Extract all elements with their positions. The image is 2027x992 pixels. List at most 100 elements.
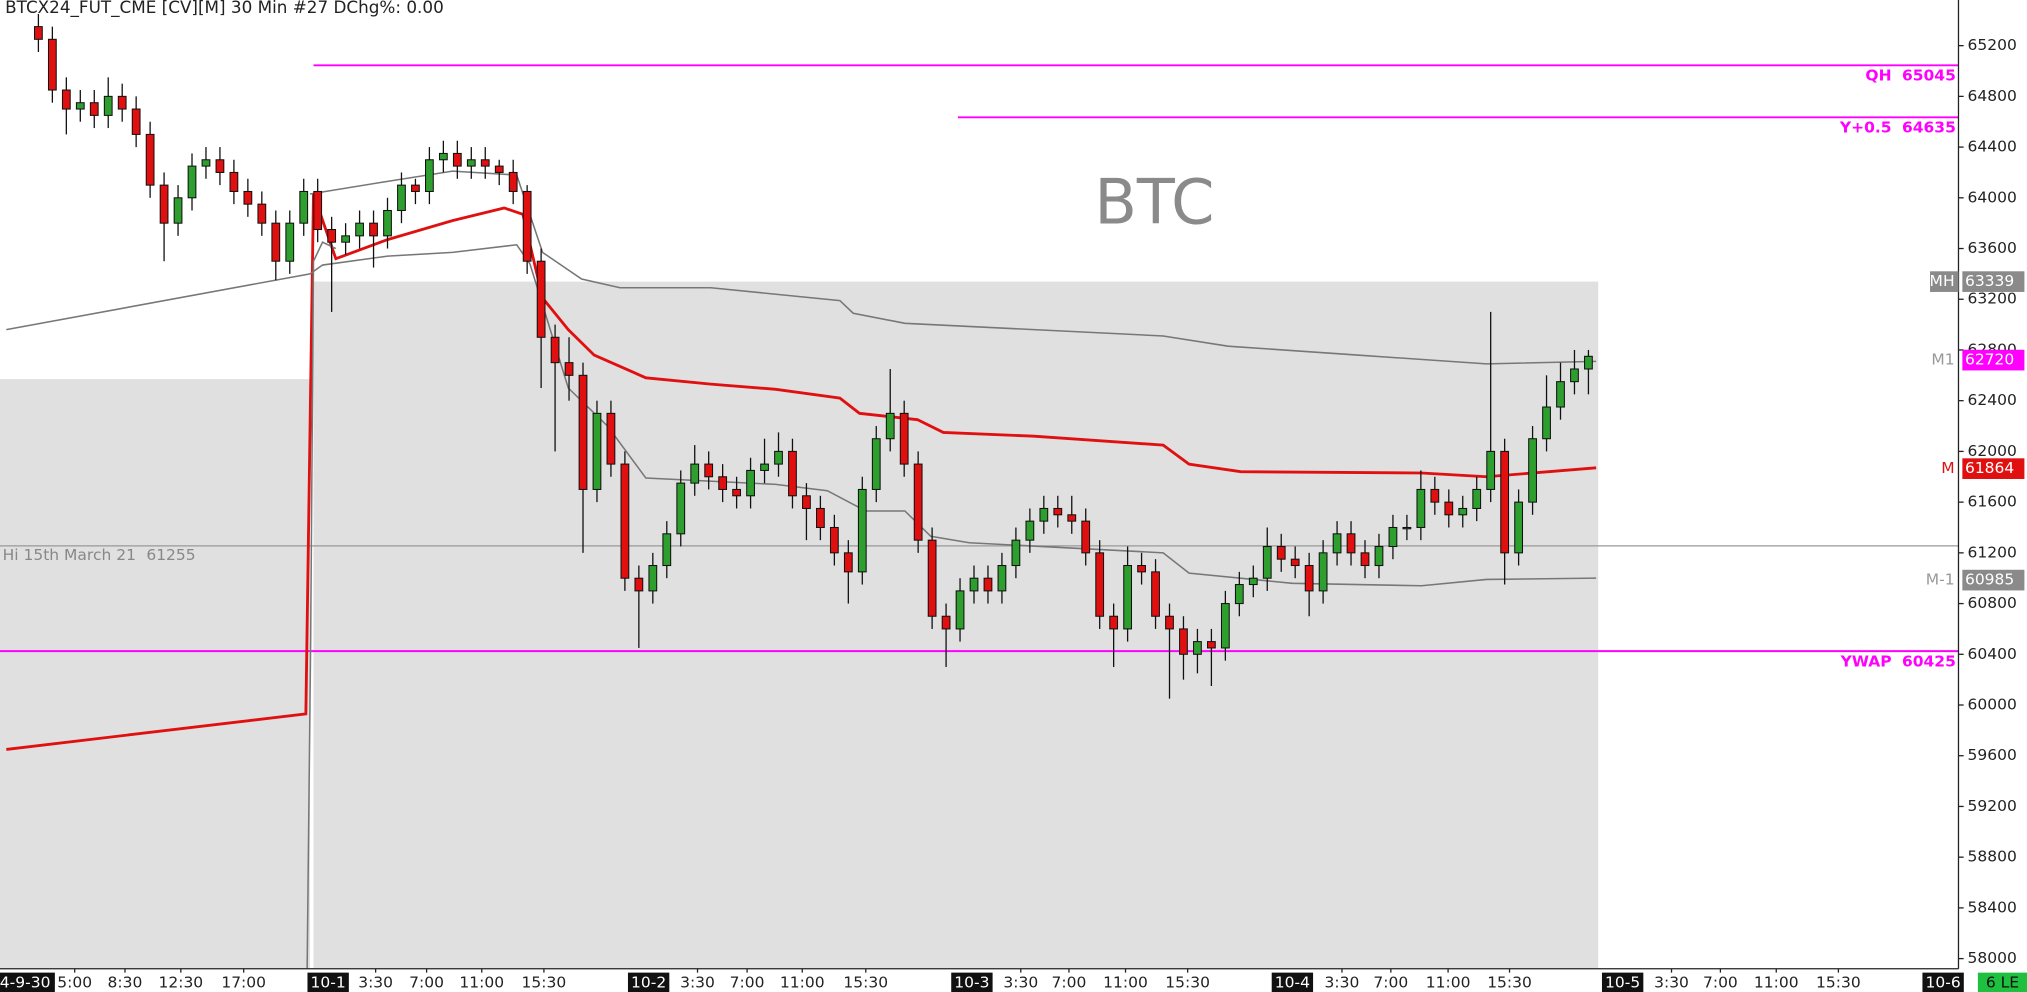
x-tick-label: 15:30 — [522, 973, 567, 991]
chart-title: BTCX24_FUT_CME [CV][M] 30 Min #27 DChg%:… — [5, 0, 444, 18]
x-tick-label: 12:30 — [158, 973, 203, 991]
y-tick-label: 58000 — [1968, 949, 2017, 967]
candle-body — [550, 336, 560, 364]
candle-body — [788, 450, 797, 497]
candle-body — [648, 565, 658, 592]
y-tick-label: 59200 — [1968, 797, 2017, 815]
candle-body — [1220, 603, 1230, 649]
candle-body — [438, 152, 448, 161]
candle-body — [1067, 514, 1077, 522]
x-tick-label: 15:30 — [1165, 973, 1210, 991]
x-tick-label: 3:30 — [680, 973, 715, 991]
indicator-line — [6, 243, 1597, 587]
watermark: BTC — [1094, 166, 1214, 239]
axis-marker-box — [1962, 458, 2025, 479]
candle-body — [1207, 641, 1216, 649]
candle-body — [1081, 520, 1091, 554]
candle-body — [606, 412, 616, 465]
candle-body — [215, 159, 225, 173]
y-tick-label: 65200 — [1968, 36, 2017, 54]
candle-body — [341, 235, 351, 243]
candle-body — [61, 89, 71, 110]
x-tick-label: 3:30 — [1654, 973, 1689, 991]
y-tick-label: 60000 — [1968, 696, 2017, 714]
level-name: QH — [1865, 66, 1891, 84]
y-tick-label: 64000 — [1968, 188, 2017, 206]
candle-body — [285, 222, 295, 262]
candle-body — [941, 615, 951, 630]
y-tick-label: 61200 — [1968, 543, 2017, 561]
x-tick-label: 11:00 — [459, 973, 504, 991]
shaded-zone — [0, 379, 311, 969]
candle-body — [955, 590, 965, 630]
candle-body — [997, 565, 1007, 592]
candle-body — [383, 209, 392, 237]
y-tick-label: 60400 — [1968, 645, 2017, 663]
candle-body — [89, 102, 99, 116]
x-tick-label: 7:00 — [1703, 973, 1738, 991]
candle-body — [899, 412, 909, 465]
candle-body — [1039, 507, 1049, 522]
axis-marker-value: 60985 — [1965, 571, 2014, 589]
candle-body — [131, 108, 141, 135]
session-tick — [627, 972, 670, 992]
candle-body — [1584, 355, 1593, 370]
candle-body — [592, 412, 602, 490]
candle-body — [1248, 577, 1258, 586]
candle-body — [369, 222, 378, 237]
candle-body — [522, 190, 532, 262]
candle-body — [103, 95, 113, 116]
candle-body — [1458, 507, 1468, 516]
candle-body — [718, 476, 728, 490]
candle-body — [1137, 565, 1146, 573]
candle-body — [1179, 628, 1188, 655]
candle-body — [1332, 533, 1342, 554]
axis-marker-value: 63339 — [1965, 272, 2014, 290]
candle-body — [1542, 406, 1551, 440]
x-tick-label: 7:00 — [1373, 973, 1408, 991]
session-tick-label: 10-1 — [311, 973, 346, 991]
candle-body — [1290, 558, 1300, 567]
candle-body — [1123, 565, 1133, 630]
x-tick-label: 7:00 — [409, 973, 444, 991]
candle-body — [1262, 545, 1272, 579]
axis-marker-value: 62720 — [1965, 351, 2014, 369]
level-name: YWAP — [1840, 652, 1892, 670]
y-tick-label: 58400 — [1968, 898, 2017, 916]
candle-body — [1388, 526, 1398, 548]
level-label: QH 65045 — [1865, 66, 1955, 84]
axis-marker-box — [1962, 569, 2025, 591]
y-tick-label: 63600 — [1968, 239, 2017, 257]
axis-marker-label: M-1 — [1926, 571, 1955, 589]
x-tick-label: 5:00 — [57, 973, 92, 991]
candle-body — [47, 38, 57, 91]
candle-body — [816, 507, 825, 529]
candle-body — [802, 495, 811, 509]
session-tick-label: 10-2 — [631, 973, 666, 991]
plot-back — [0, 281, 1599, 969]
session-tick — [1271, 972, 1314, 992]
candle-body — [1514, 501, 1524, 554]
candle-body — [704, 463, 714, 478]
axis-marker-label: MH — [1930, 272, 1955, 290]
candle-body — [1276, 545, 1286, 560]
candle-body — [760, 463, 769, 471]
level-value: 60425 — [1902, 652, 1956, 670]
axis-marker-value: 61864 — [1965, 459, 2014, 477]
candle-body — [732, 488, 742, 497]
x-tick-label: 15:30 — [1816, 973, 1861, 991]
candle-body — [201, 159, 211, 167]
candle-body — [1165, 615, 1174, 630]
candle-body — [299, 190, 309, 224]
candle-body — [871, 438, 881, 490]
x-tick-label: 7:00 — [1052, 973, 1087, 991]
candle-body — [411, 184, 420, 192]
indicator-line — [309, 170, 1597, 365]
session-tick-label: 10-6 — [1926, 973, 1961, 991]
session-tick — [1601, 972, 1644, 992]
candle-body — [774, 450, 783, 465]
indicator-line — [306, 241, 337, 969]
candle-body — [173, 197, 183, 224]
candle-body — [1318, 552, 1328, 592]
candle-body — [1109, 615, 1119, 630]
